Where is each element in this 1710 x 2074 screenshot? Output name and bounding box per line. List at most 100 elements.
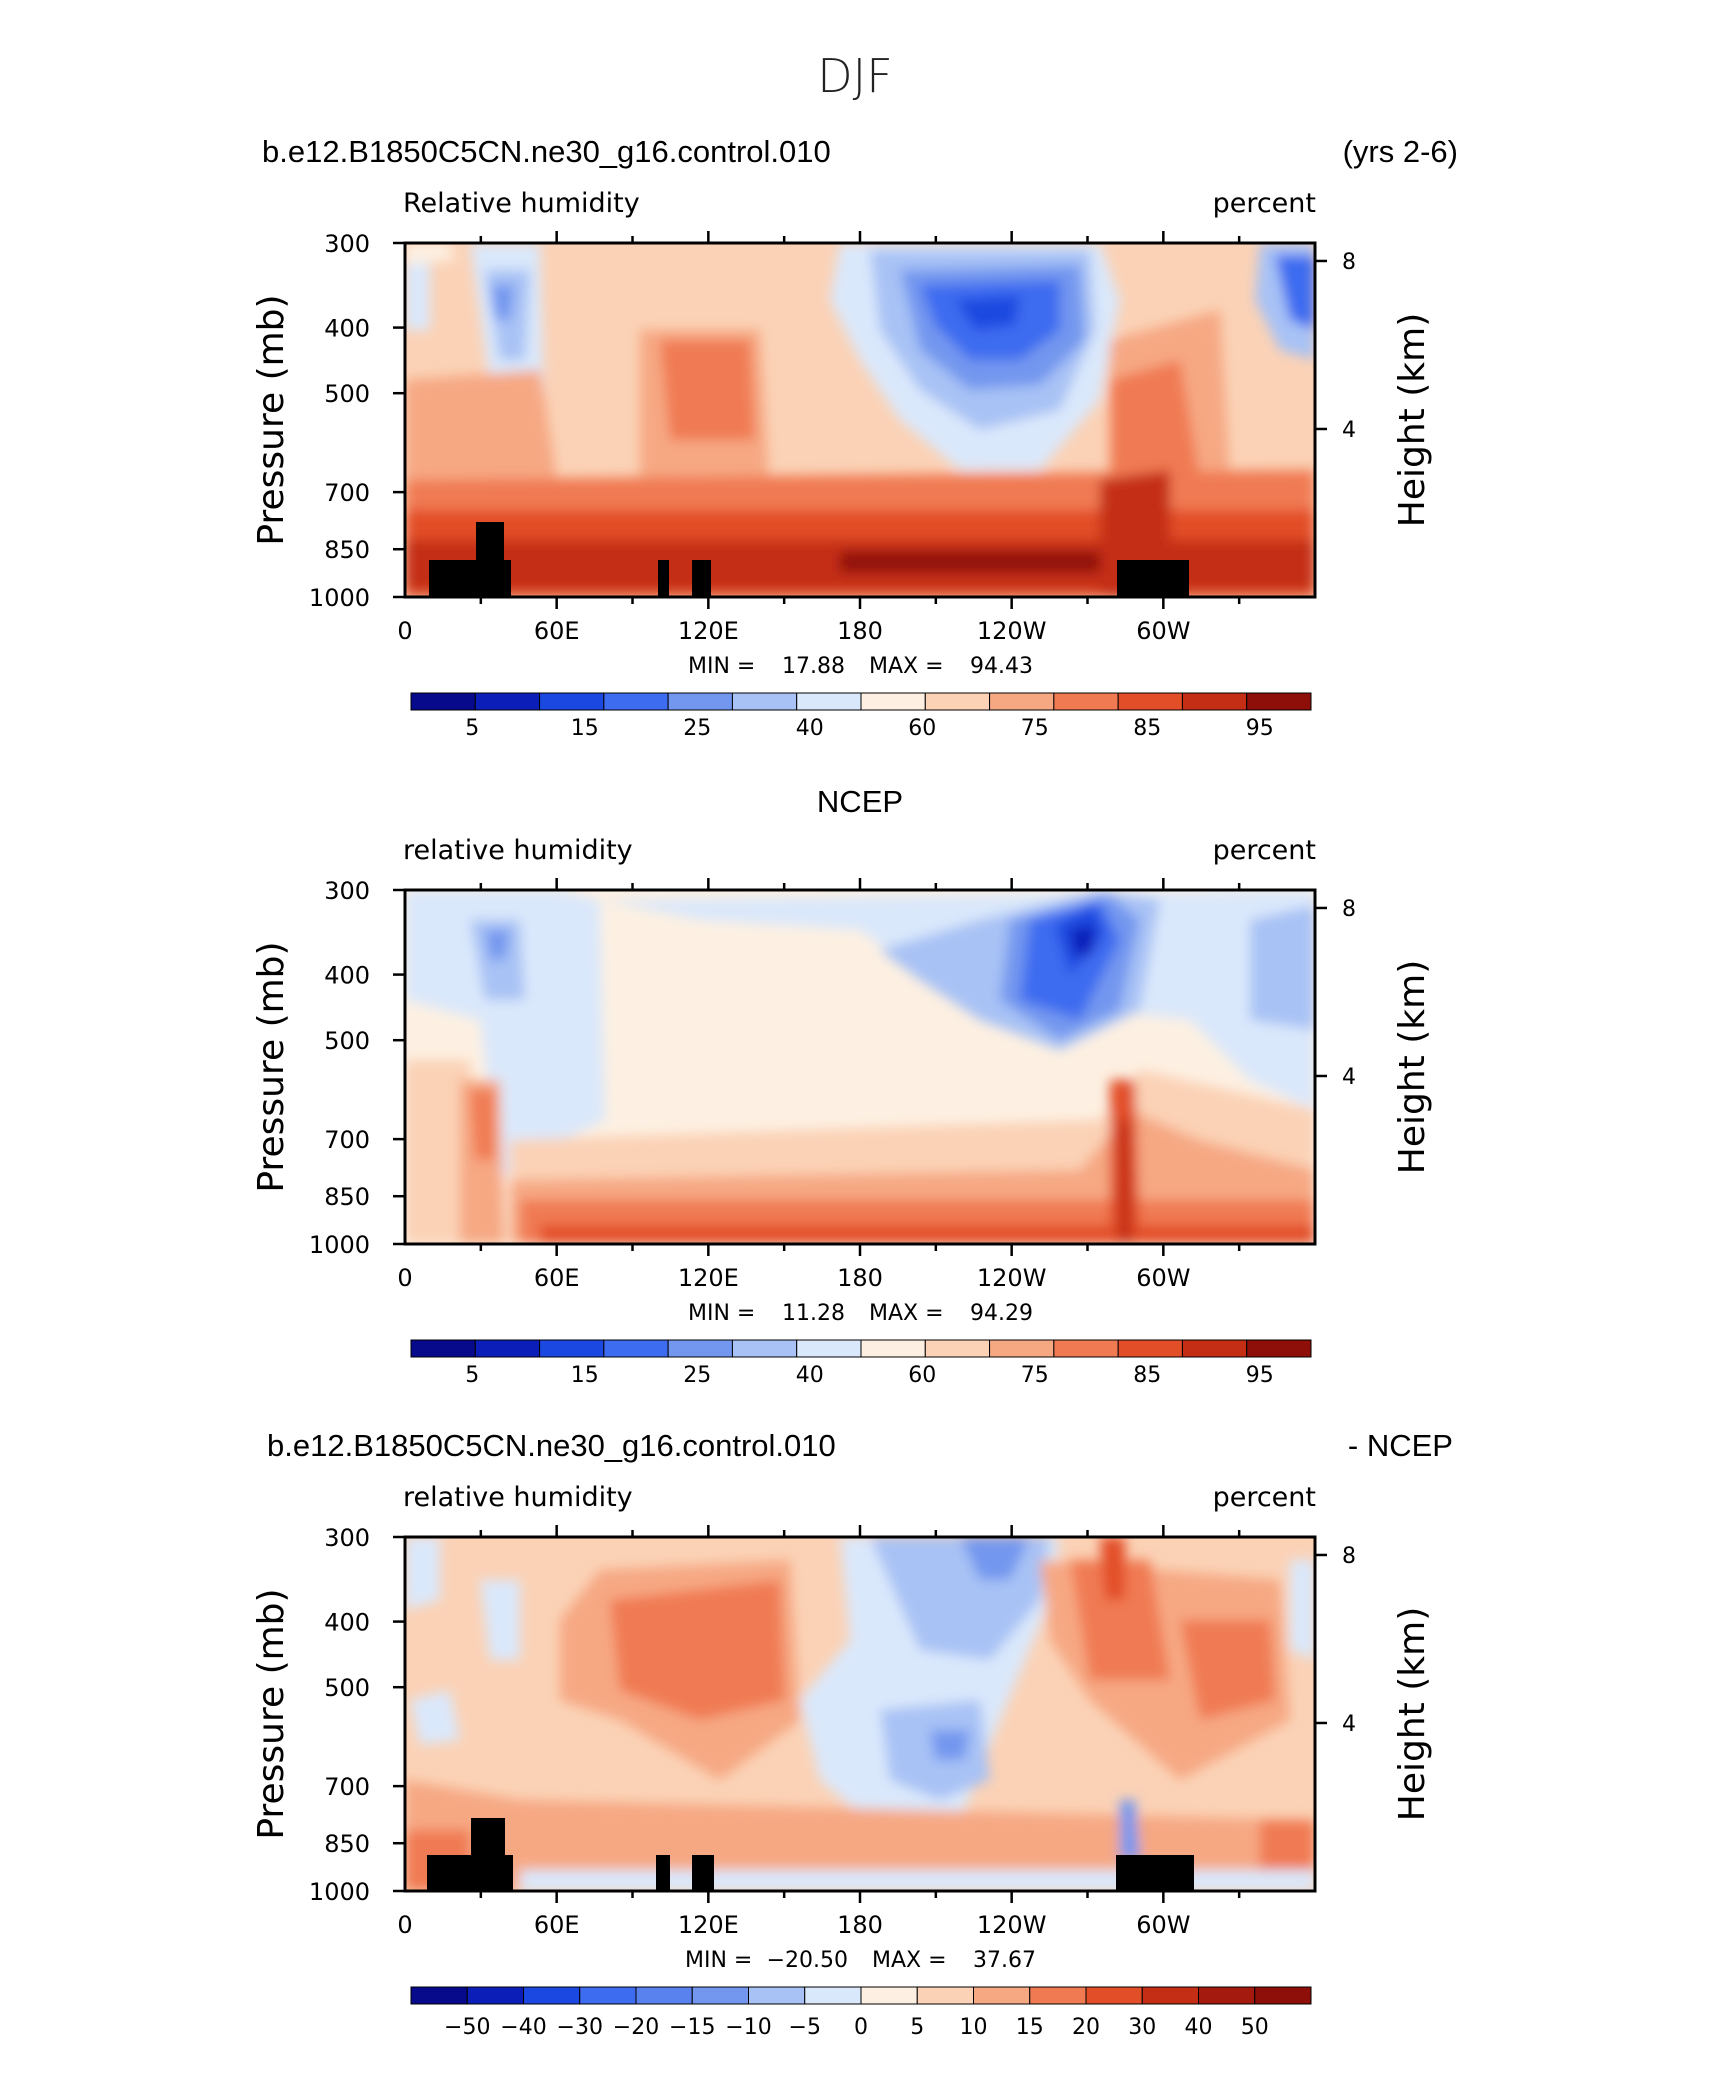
y-tick-label: 700 bbox=[324, 1773, 370, 1801]
colorbar-label: 30 bbox=[1128, 2015, 1156, 2040]
colorbar-swatch bbox=[1198, 1986, 1256, 2005]
x-tick-label: 180 bbox=[837, 1911, 883, 1939]
y-tick-label: 850 bbox=[324, 1183, 370, 1211]
colorbar-label: 40 bbox=[796, 716, 824, 741]
min-label: MIN = bbox=[688, 654, 755, 679]
colorbar-label: 75 bbox=[1021, 716, 1049, 741]
colorbar-swatch bbox=[1117, 1339, 1183, 1358]
field-label: relative humidity bbox=[403, 835, 633, 866]
colorbar-label: 5 bbox=[910, 2015, 924, 2040]
x-tick-label: 0 bbox=[397, 617, 412, 645]
colorbar-swatch bbox=[924, 1339, 991, 1358]
colorbar-swatch bbox=[1053, 1339, 1119, 1358]
colorbar-label: 85 bbox=[1133, 716, 1161, 741]
colorbar-swatch bbox=[539, 692, 605, 711]
x-tick-label: 60E bbox=[534, 1264, 580, 1292]
y-right-tick-labels: 84 bbox=[1342, 897, 1356, 1090]
y-right-axis-label: Height (km) bbox=[1392, 313, 1433, 527]
colorbar-label: 75 bbox=[1021, 1363, 1049, 1388]
colorbar-label: −40 bbox=[500, 2015, 546, 2040]
min-label: MIN = bbox=[685, 1948, 752, 1973]
colorbar-swatch bbox=[1117, 692, 1183, 711]
colorbar-swatch bbox=[796, 692, 862, 711]
panel-center-title: NCEP bbox=[817, 784, 903, 819]
colorbar-swatch bbox=[691, 1986, 749, 2005]
colorbar-label: −5 bbox=[789, 2015, 821, 2040]
y-right-tick-label: 8 bbox=[1342, 897, 1356, 922]
colorbar-swatch bbox=[860, 692, 926, 711]
colorbar-swatch bbox=[539, 1339, 605, 1358]
y-tick-label: 400 bbox=[324, 315, 370, 343]
colorbar-label: 15 bbox=[571, 1363, 599, 1388]
colorbar-swatch bbox=[1254, 1986, 1312, 2005]
contour-field bbox=[405, 1537, 1315, 1891]
colorbar-swatch bbox=[1246, 1339, 1312, 1358]
y-tick-label: 300 bbox=[324, 877, 370, 905]
colorbar-label: 0 bbox=[854, 2015, 868, 2040]
x-tick-label: 0 bbox=[397, 1264, 412, 1292]
y-tick-label: 850 bbox=[324, 1830, 370, 1858]
y-tick-label: 400 bbox=[324, 962, 370, 990]
y-tick-label: 850 bbox=[324, 536, 370, 564]
colorbar-label: 20 bbox=[1072, 2015, 1100, 2040]
colorbar-swatch bbox=[1181, 692, 1248, 711]
max-label: MAX = bbox=[869, 1301, 944, 1326]
contour-field bbox=[405, 243, 1315, 597]
ticks bbox=[393, 878, 1327, 1256]
colorbar-swatch bbox=[731, 692, 798, 711]
colorbar-label: −50 bbox=[444, 2015, 490, 2040]
x-tick-label: 120W bbox=[977, 1911, 1047, 1939]
y-right-tick-label: 8 bbox=[1342, 1544, 1356, 1569]
colorbar-label: 85 bbox=[1133, 1363, 1161, 1388]
y-right-tick-label: 4 bbox=[1342, 418, 1356, 443]
y-right-tick-labels: 84 bbox=[1342, 250, 1356, 443]
colorbar-swatch bbox=[989, 692, 1055, 711]
y-tick-label: 400 bbox=[324, 1609, 370, 1637]
max-label: MAX = bbox=[872, 1948, 947, 1973]
colorbar-swatch bbox=[1246, 692, 1312, 711]
colorbar-label: 95 bbox=[1246, 1363, 1274, 1388]
units-label: percent bbox=[1213, 1482, 1316, 1513]
x-tick-label: 180 bbox=[837, 617, 883, 645]
colorbar-label: 60 bbox=[908, 1363, 936, 1388]
colorbar-swatch bbox=[924, 692, 991, 711]
y-tick-label: 500 bbox=[324, 1027, 370, 1055]
colorbar-swatch bbox=[579, 1986, 637, 2005]
x-tick-label: 120W bbox=[977, 617, 1047, 645]
x-tick-labels: 0 60E 120E 180 120W 60W bbox=[397, 1911, 1190, 1939]
x-tick-labels: 0 60E 120E 180 120W 60W bbox=[397, 1264, 1190, 1292]
colorbar-swatch bbox=[474, 1339, 541, 1358]
max-value: 94.29 bbox=[970, 1301, 1033, 1326]
panel-left-title: b.e12.B1850C5CN.ne30_g16.control.010 bbox=[262, 134, 831, 169]
colorbar-label: 40 bbox=[796, 1363, 824, 1388]
x-tick-label: 60W bbox=[1136, 1911, 1190, 1939]
colorbar-label: −10 bbox=[725, 2015, 771, 2040]
colorbar-swatch bbox=[523, 1986, 581, 2005]
y-tick-label: 300 bbox=[324, 1524, 370, 1552]
colorbar-label: 40 bbox=[1185, 2015, 1213, 2040]
field-label: relative humidity bbox=[403, 1482, 633, 1513]
y-axis-label: Pressure (mb) bbox=[251, 941, 292, 1192]
x-tick-label: 180 bbox=[837, 1264, 883, 1292]
x-tick-label: 60W bbox=[1136, 617, 1190, 645]
min-value: 17.88 bbox=[782, 654, 845, 679]
y-right-tick-label: 4 bbox=[1342, 1065, 1356, 1090]
panel-right-title: - NCEP bbox=[1348, 1428, 1453, 1463]
y-tick-labels: 300 400 500 700 850 1000 bbox=[309, 1524, 370, 1906]
colorbar-swatch bbox=[1141, 1986, 1199, 2005]
y-tick-labels: 300 400 500 700 850 1000 bbox=[309, 877, 370, 1259]
colorbar-swatch bbox=[667, 1339, 733, 1358]
y-tick-label: 300 bbox=[324, 230, 370, 258]
colorbar-label: 15 bbox=[571, 716, 599, 741]
colorbar-swatch bbox=[748, 1986, 806, 2005]
max-label: MAX = bbox=[869, 654, 944, 679]
x-tick-labels: 0 60E 120E 180 120W 60W bbox=[397, 617, 1190, 645]
colorbar-swatch bbox=[410, 1986, 468, 2005]
y-tick-labels: 300 400 500 700 850 1000 bbox=[309, 230, 370, 612]
panel-right-title: (yrs 2-6) bbox=[1343, 134, 1458, 169]
y-right-axis-label: Height (km) bbox=[1392, 960, 1433, 1174]
colorbar-label: −20 bbox=[613, 2015, 659, 2040]
colorbar-label: 50 bbox=[1241, 2015, 1269, 2040]
colorbar-swatch bbox=[796, 1339, 862, 1358]
